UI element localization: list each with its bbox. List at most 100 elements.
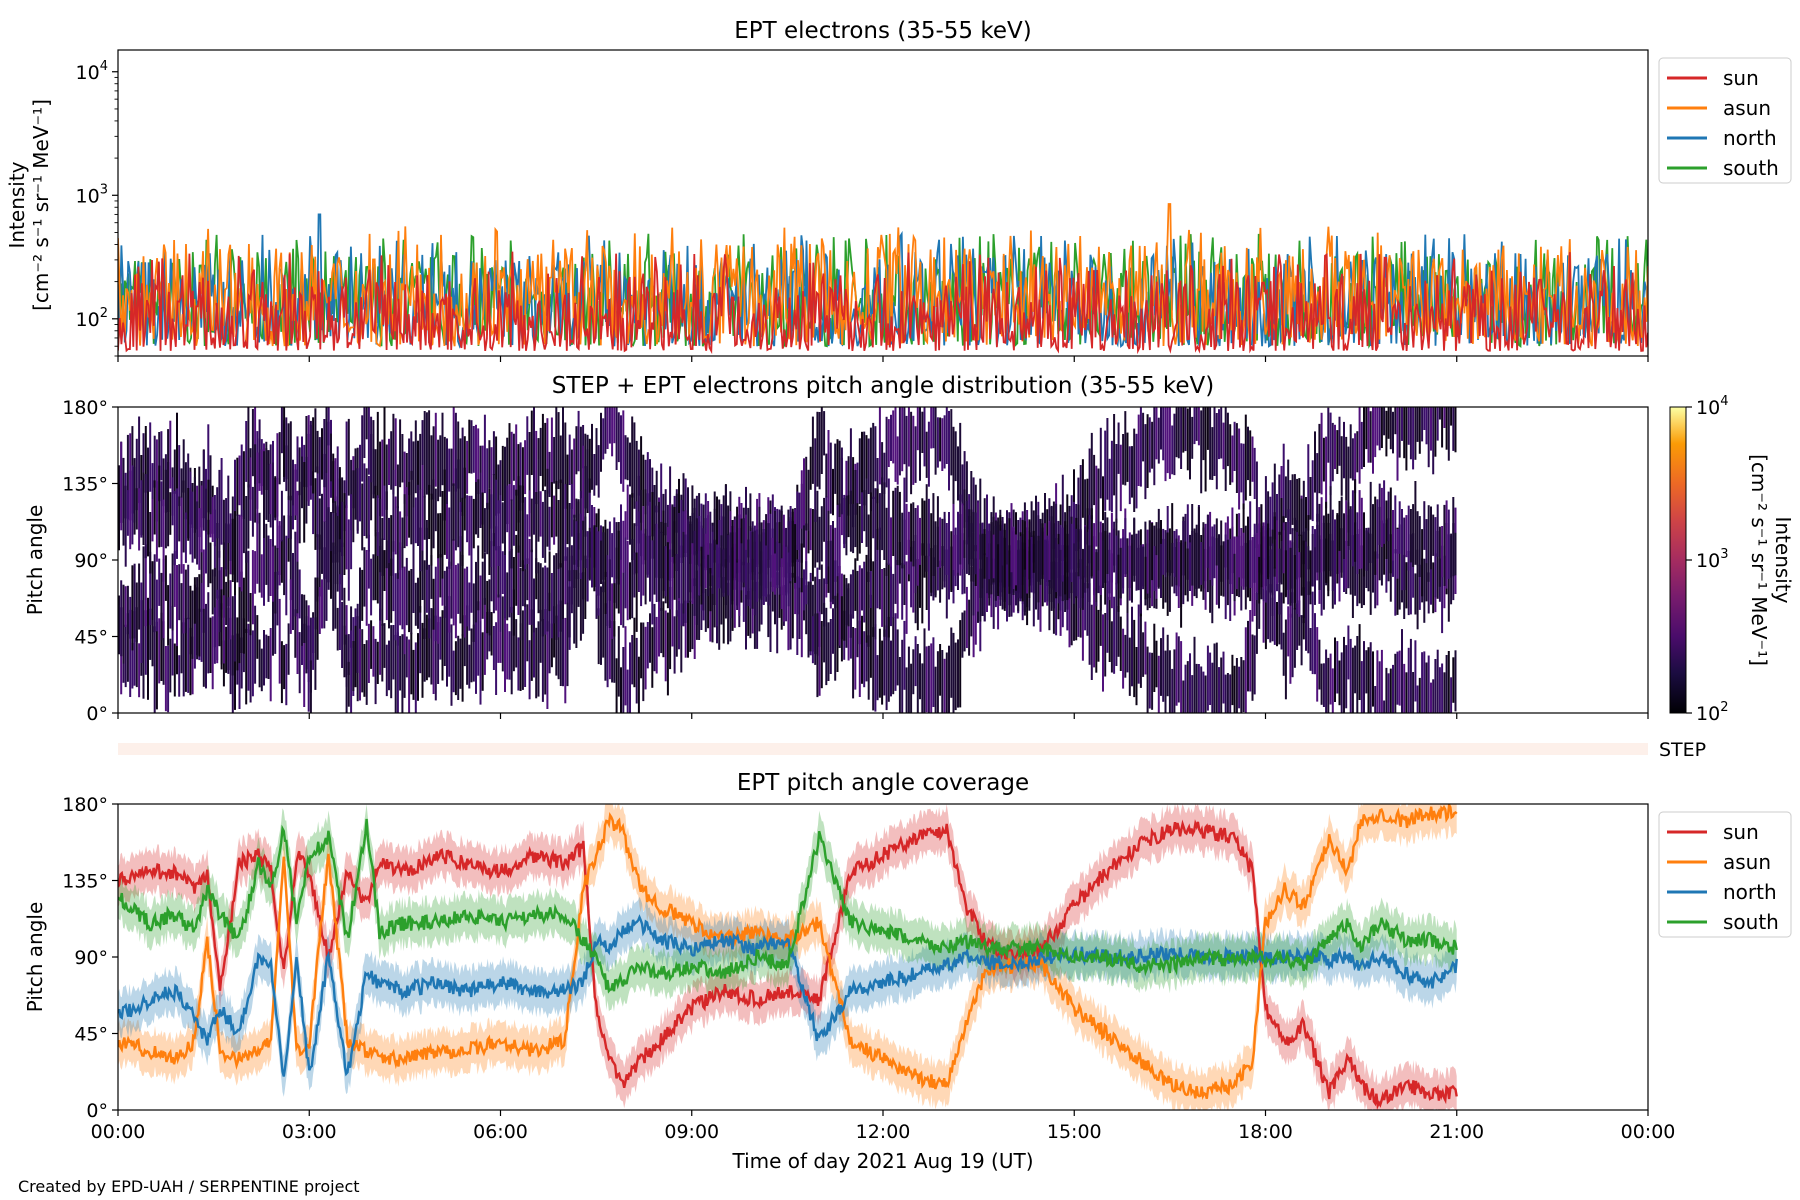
pad-cell-south (756, 529, 759, 602)
pad-cell-sun (439, 435, 442, 497)
legend-label-sun: sun (1723, 66, 1759, 90)
pad-cell-asun (171, 606, 174, 676)
pad-cell-asun (173, 643, 176, 697)
pad-cell-south (432, 479, 435, 549)
pad-cell-north (1387, 518, 1390, 582)
pad-cell-asun (1215, 642, 1218, 713)
pad-cell-south (544, 489, 547, 563)
pad-cell-south (408, 481, 411, 538)
pad-cell-asun (1349, 424, 1352, 479)
pad-cell-asun (459, 638, 462, 689)
pad-cell-sun (234, 459, 236, 534)
pad-cell-asun (584, 466, 587, 537)
pad-cell-south (1164, 530, 1167, 578)
pad-cell-north (568, 586, 571, 638)
pad-cell-south (1095, 552, 1098, 602)
pad-cell-south (495, 479, 498, 551)
pad-cell-south (720, 535, 723, 598)
pad-cell-north (533, 578, 535, 633)
pad-cell-north (885, 562, 888, 641)
pad-cell-north (274, 545, 277, 614)
pad-cell-asun (265, 634, 268, 679)
pad-cell-north (301, 594, 303, 646)
pad-cell-asun (559, 600, 562, 686)
pad-cell-sun (1195, 407, 1198, 441)
coverage-x-ticks: 00:00 03:00 06:00 09:00 12:00 15:00 18:00 21:00… (91, 1110, 1675, 1143)
pad-cell-sun (680, 603, 683, 673)
pad-cell-south (689, 515, 692, 602)
pad-cell-north (504, 552, 506, 619)
pad-cell-north (265, 523, 268, 585)
pad-cell-asun (832, 529, 834, 600)
pad-cell-asun (682, 473, 685, 546)
pad-cell-asun (390, 625, 393, 699)
pad-cell-south (142, 472, 145, 545)
pad-cell-south (575, 521, 578, 571)
pad-cell-north (629, 494, 631, 545)
pad-cell-south (1300, 534, 1303, 596)
pad-cell-south (1135, 533, 1138, 586)
pad-cell-sun (524, 440, 527, 495)
pad-cell-asun (555, 615, 558, 676)
pad-cell-asun (1146, 646, 1149, 713)
pad-cell-sun (620, 667, 622, 713)
pad-cell-asun (1447, 407, 1450, 461)
y-tick-label: 45° (74, 1024, 108, 1046)
series-line-sun (118, 251, 1648, 355)
y-tick-label: 45° (74, 627, 108, 649)
pad-cell-sun (1139, 407, 1142, 487)
pad-cell-sun (653, 603, 656, 672)
pad-cell-north (849, 574, 852, 638)
pad-cell-asun (263, 630, 265, 686)
pad-cell-sun (800, 578, 803, 658)
pad-cell-asun (526, 604, 529, 662)
pad-cell-north (613, 517, 616, 603)
pad-cell-asun (1374, 407, 1377, 458)
pad-cell-north (695, 518, 698, 565)
pad-cell-south (475, 482, 477, 535)
pad-cell-south (722, 549, 725, 597)
pad-cell-sun (568, 434, 571, 485)
step-strip: STEP (118, 739, 1706, 761)
pad-cell-sun (1358, 624, 1361, 700)
pad-cell-sun (287, 515, 290, 562)
pad-cell-asun (869, 594, 872, 678)
pad-cell-north (550, 573, 553, 639)
pad-cell-north (921, 543, 924, 624)
pad-cell-sun (602, 581, 605, 658)
pad-cell-south (983, 529, 986, 579)
pad-cell-sun (776, 572, 779, 654)
pad-cell-south (1195, 524, 1198, 599)
y-tick-label: 104 (76, 59, 108, 84)
pad-cell-asun (1334, 424, 1336, 469)
pad-cell-south (584, 516, 587, 568)
pad-cell-south (162, 499, 165, 582)
pad-cell-south (1021, 519, 1024, 602)
pad-cell-sun (403, 451, 406, 504)
y-tick-label: 90° (74, 947, 108, 969)
step-bar (118, 743, 1648, 755)
pad-cell-asun (1102, 614, 1104, 692)
pad-cell-south (1017, 520, 1020, 598)
pad-cell-asun (481, 632, 484, 691)
pad-cell-south (1394, 495, 1397, 554)
pad-cell-asun (381, 623, 384, 682)
pad-cell-north (479, 575, 482, 622)
pad-cell-sun (434, 412, 437, 487)
pad-cell-sun (1084, 479, 1087, 545)
pad-cell-south (138, 488, 141, 551)
pad-cell-south (1151, 523, 1154, 581)
pad-cell-south (1276, 520, 1278, 585)
pad-cell-sun (314, 478, 317, 550)
pad-cell-sun (242, 451, 245, 519)
colorbar (1669, 406, 1687, 714)
pad-cell-north (307, 625, 310, 712)
pad-cell-asun (430, 608, 433, 685)
pad-cell-sun (1318, 639, 1321, 690)
pad-cell-sun (138, 416, 141, 504)
pad-cell-north (477, 545, 480, 611)
pad-cell-south (631, 539, 634, 619)
pad-cell-sun (421, 420, 424, 488)
pad-cell-south (1102, 540, 1104, 588)
pad-cell-sun (396, 464, 399, 509)
